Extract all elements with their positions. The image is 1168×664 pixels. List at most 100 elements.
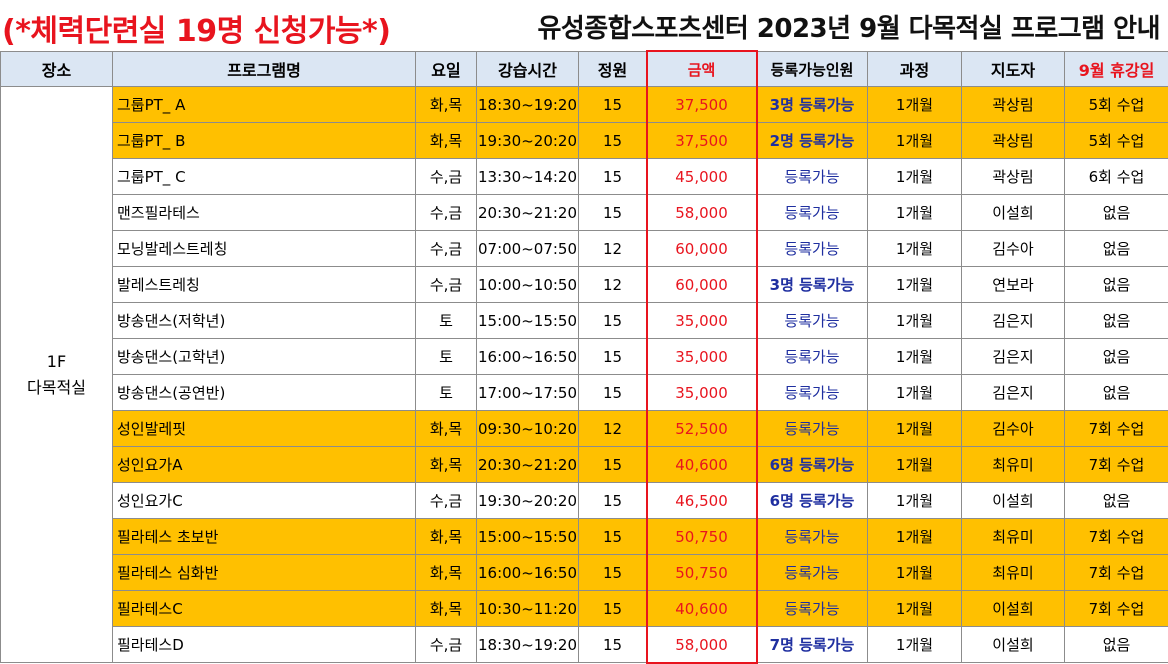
capacity-cell: 15: [579, 159, 647, 195]
price-cell: 50,750: [647, 555, 757, 591]
rest-days-cell: 7회 수업: [1065, 411, 1168, 447]
price-cell: 35,000: [647, 375, 757, 411]
instructor-cell: 최유미: [962, 555, 1065, 591]
rest-days-cell: 5회 수업: [1065, 87, 1168, 123]
instructor-cell: 곽상림: [962, 87, 1065, 123]
days-cell: 화,목: [416, 411, 477, 447]
col-header-time: 강습시간: [477, 52, 579, 87]
col-header-course: 과정: [868, 52, 962, 87]
program-name-cell: 그룹PT_ C: [113, 159, 416, 195]
course-cell: 1개월: [868, 123, 962, 159]
course-cell: 1개월: [868, 195, 962, 231]
price-cell: 60,000: [647, 231, 757, 267]
rest-days-cell: 7회 수업: [1065, 519, 1168, 555]
time-cell: 10:00~10:50: [477, 267, 579, 303]
col-header-available: 등록가능인원: [757, 52, 868, 87]
rest-days-cell: 없음: [1065, 303, 1168, 339]
program-name-cell: 방송댄스(저학년): [113, 303, 416, 339]
time-cell: 10:30~11:20: [477, 591, 579, 627]
available-cell: 등록가능: [757, 195, 868, 231]
time-cell: 07:00~07:50: [477, 231, 579, 267]
price-cell: 35,000: [647, 303, 757, 339]
col-header-location: 장소: [1, 52, 113, 87]
instructor-cell: 연보라: [962, 267, 1065, 303]
days-cell: 화,목: [416, 591, 477, 627]
col-header-instructor: 지도자: [962, 52, 1065, 87]
price-cell: 58,000: [647, 627, 757, 663]
program-table: 장소 프로그램명 요일 강습시간 정원 금액 등록가능인원 과정 지도자 9월 …: [0, 51, 1168, 663]
instructor-cell: 이설희: [962, 591, 1065, 627]
instructor-cell: 이설희: [962, 627, 1065, 663]
available-cell: 등록가능: [757, 231, 868, 267]
course-cell: 1개월: [868, 159, 962, 195]
page-title: 유성종합스포츠센터 2023년 9월 다목적실 프로그램 안내: [537, 8, 1160, 45]
days-cell: 화,목: [416, 447, 477, 483]
program-name-cell: 맨즈필라테스: [113, 195, 416, 231]
instructor-cell: 김은지: [962, 375, 1065, 411]
course-cell: 1개월: [868, 339, 962, 375]
col-header-rest-days: 9월 휴강일: [1065, 52, 1168, 87]
instructor-cell: 김수아: [962, 231, 1065, 267]
time-cell: 17:00~17:50: [477, 375, 579, 411]
price-cell: 40,600: [647, 447, 757, 483]
col-header-program: 프로그램명: [113, 52, 416, 87]
instructor-cell: 김은지: [962, 303, 1065, 339]
instructor-cell: 김은지: [962, 339, 1065, 375]
price-cell: 60,000: [647, 267, 757, 303]
days-cell: 토: [416, 303, 477, 339]
days-cell: 수,금: [416, 627, 477, 663]
available-cell: 등록가능: [757, 519, 868, 555]
program-name-cell: 방송댄스(공연반): [113, 375, 416, 411]
location-floor: 1F: [1, 349, 112, 375]
capacity-cell: 12: [579, 231, 647, 267]
price-cell: 46,500: [647, 483, 757, 519]
available-cell: 등록가능: [757, 303, 868, 339]
instructor-cell: 김수아: [962, 411, 1065, 447]
course-cell: 1개월: [868, 231, 962, 267]
available-cell: 6명 등록가능: [757, 483, 868, 519]
course-cell: 1개월: [868, 87, 962, 123]
rest-days-cell: 없음: [1065, 267, 1168, 303]
time-cell: 15:00~15:50: [477, 303, 579, 339]
capacity-cell: 15: [579, 339, 647, 375]
days-cell: 토: [416, 375, 477, 411]
capacity-cell: 12: [579, 267, 647, 303]
available-cell: 3명 등록가능: [757, 87, 868, 123]
program-name-cell: 필라테스 심화반: [113, 555, 416, 591]
capacity-cell: 15: [579, 303, 647, 339]
rest-days-cell: 없음: [1065, 231, 1168, 267]
instructor-cell: 곽상림: [962, 159, 1065, 195]
fitness-room-notice: (*체력단련실 19명 신청가능*): [2, 6, 390, 50]
col-header-capacity: 정원: [579, 52, 647, 87]
location-room: 다목적실: [1, 375, 112, 401]
price-cell: 37,500: [647, 87, 757, 123]
price-cell: 52,500: [647, 411, 757, 447]
course-cell: 1개월: [868, 555, 962, 591]
course-cell: 1개월: [868, 627, 962, 663]
days-cell: 화,목: [416, 87, 477, 123]
days-cell: 수,금: [416, 483, 477, 519]
program-name-cell: 모닝발레스트레칭: [113, 231, 416, 267]
rest-days-cell: 5회 수업: [1065, 123, 1168, 159]
available-cell: 등록가능: [757, 555, 868, 591]
available-cell: 등록가능: [757, 411, 868, 447]
course-cell: 1개월: [868, 519, 962, 555]
time-cell: 16:00~16:50: [477, 555, 579, 591]
price-cell: 35,000: [647, 339, 757, 375]
capacity-cell: 15: [579, 447, 647, 483]
rest-days-cell: 7회 수업: [1065, 591, 1168, 627]
course-cell: 1개월: [868, 483, 962, 519]
rest-days-cell: 없음: [1065, 375, 1168, 411]
course-cell: 1개월: [868, 303, 962, 339]
